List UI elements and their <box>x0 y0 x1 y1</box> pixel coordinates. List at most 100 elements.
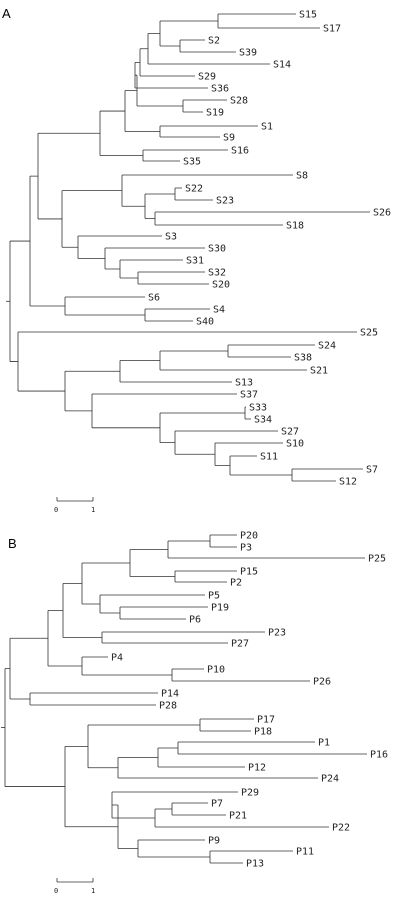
tree-branch <box>209 534 237 548</box>
tree-branch <box>174 570 237 583</box>
tree-branch <box>91 393 237 429</box>
leaf-label-s37: S37 <box>240 390 258 401</box>
tree-branch <box>9 637 48 700</box>
tree-branch <box>159 412 245 444</box>
leaf-label-p3: P3 <box>240 543 252 554</box>
tree-branch <box>64 370 120 412</box>
leaf-label-p26: P26 <box>313 677 331 688</box>
tree-branch <box>77 235 162 259</box>
panel-b-label: B <box>8 536 17 551</box>
tree-branch <box>137 271 209 285</box>
leaf-label-p27: P27 <box>231 639 249 650</box>
tree-branch <box>177 741 367 755</box>
leaf-label-s40: S40 <box>196 317 214 328</box>
tree-branch <box>154 211 370 226</box>
leaf-label-s36: S36 <box>211 84 229 95</box>
tree-branch <box>62 583 102 638</box>
leaf-label-s26: S26 <box>373 208 391 219</box>
leaf-label-s34: S34 <box>254 415 272 426</box>
leaf-label-s28: S28 <box>230 96 248 107</box>
tree-branch <box>167 540 365 559</box>
leaf-label-p2: P2 <box>230 578 242 589</box>
tree-branch <box>61 190 122 248</box>
leaf-label-s1: S1 <box>261 122 273 133</box>
tree-branch <box>159 125 258 138</box>
tree-branch <box>81 656 172 676</box>
leaf-label-s2: S2 <box>208 36 220 47</box>
leaf-label-p11: P11 <box>296 847 314 858</box>
leaf-label-s35: S35 <box>183 157 201 168</box>
leaf-label-p9: P9 <box>208 836 220 847</box>
tree-branch <box>159 350 307 371</box>
scale-bar-b: 0 1 <box>54 878 95 895</box>
leaf-label-s13: S13 <box>235 378 253 389</box>
leaf-label-s23: S23 <box>216 196 234 207</box>
scale-bar-a: 0 1 <box>54 497 95 514</box>
leaf-label-p25: P25 <box>368 554 386 565</box>
leaf-label-p19: P19 <box>211 603 229 614</box>
leaf-label-p7: P7 <box>211 799 223 810</box>
leaf-label-p15: P15 <box>240 567 258 578</box>
leaf-label-s17: S17 <box>323 24 341 35</box>
tree-branch <box>99 594 205 614</box>
leaf-label-p1: P1 <box>318 738 330 749</box>
leaf-label-s4: S4 <box>213 305 225 316</box>
leaf-label-p10: P10 <box>207 665 225 676</box>
leaf-label-s15: S15 <box>299 10 317 21</box>
leaf-label-s18: S18 <box>286 221 304 232</box>
leaf-label-s32: S32 <box>208 268 226 279</box>
leaf-label-s14: S14 <box>273 60 291 71</box>
tree-branch <box>87 724 200 769</box>
tree-branch <box>119 259 183 279</box>
leaf-label-s30: S30 <box>208 244 226 255</box>
leaf-label-s10: S10 <box>286 439 304 450</box>
leaf-label-s27: S27 <box>281 427 299 438</box>
tree-branch <box>4 668 65 787</box>
leaf-label-s29: S29 <box>198 72 216 83</box>
leaf-label-p14: P14 <box>161 689 179 700</box>
leaf-label-s9: S9 <box>223 133 235 144</box>
leaf-label-p12: P12 <box>248 763 266 774</box>
tree-branch <box>47 610 82 667</box>
tree-branch <box>137 839 210 858</box>
leaf-label-p18: P18 <box>254 727 272 738</box>
leaf-label-s24: S24 <box>318 341 336 352</box>
leaf-label-p4: P4 <box>111 653 123 664</box>
tree-branch <box>9 240 30 362</box>
leaf-label-s31: S31 <box>186 256 204 267</box>
tree-branch <box>64 745 118 828</box>
leaf-label-s7: S7 <box>366 465 378 476</box>
leaf-label-p6: P6 <box>189 615 201 626</box>
leaf-label-s38: S38 <box>294 353 312 364</box>
leaf-label-p17: P17 <box>257 715 275 726</box>
leaf-label-p29: P29 <box>241 788 259 799</box>
tree-branch <box>99 110 143 156</box>
leaf-label-p22: P22 <box>332 823 350 834</box>
leaf-label-s22: S22 <box>185 184 203 195</box>
leaf-label-s39: S39 <box>239 48 257 59</box>
tree-branch <box>29 692 158 706</box>
leaf-label-s20: S20 <box>212 280 230 291</box>
leaf-label-p20: P20 <box>240 531 258 542</box>
tree-branch <box>171 668 310 682</box>
leaf-label-s6: S6 <box>148 293 160 304</box>
leaf-label-s21: S21 <box>310 366 328 377</box>
leaf-label-p5: P5 <box>208 591 220 602</box>
tree-branch <box>199 718 254 732</box>
leaf-label-s8: S8 <box>296 171 308 182</box>
leaf-label-s19: S19 <box>206 108 224 119</box>
leaf-label-s33: S33 <box>249 403 267 414</box>
leaf-label-p28: P28 <box>159 701 177 712</box>
leaf-label-p24: P24 <box>321 774 339 785</box>
tree-branch <box>144 193 175 219</box>
scale-b-start: 0 <box>54 887 58 895</box>
leaf-label-s3: S3 <box>165 232 177 243</box>
tree-branch <box>157 747 245 768</box>
leaf-label-p21: P21 <box>229 811 247 822</box>
tree-branch <box>117 757 318 779</box>
leaf-label-p23: P23 <box>268 628 286 639</box>
panel-a-label: A <box>2 6 11 21</box>
